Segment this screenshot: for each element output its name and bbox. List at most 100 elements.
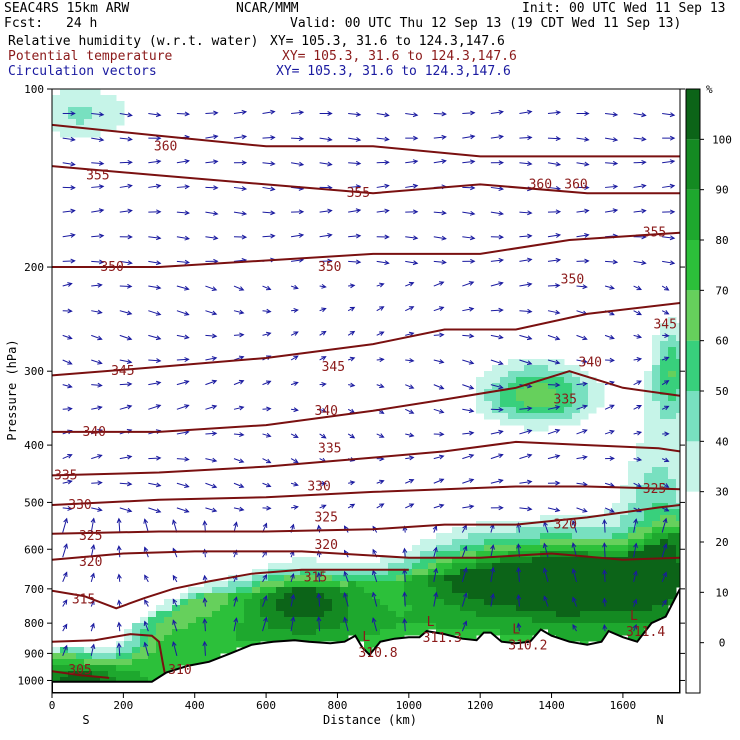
rh-cell <box>580 551 589 558</box>
rh-cell <box>92 113 101 120</box>
rh-cell <box>188 611 197 618</box>
rh-cell <box>140 665 149 672</box>
rh-cell <box>516 527 525 534</box>
rh-cell <box>172 635 181 642</box>
field-theta-name: Potential temperature <box>8 49 173 64</box>
circulation-vector <box>576 383 587 386</box>
rh-cell <box>388 617 397 624</box>
rh-cell <box>668 551 677 558</box>
circulation-vector-head <box>438 281 445 286</box>
x-tick-label: 1400 <box>538 699 565 712</box>
circulation-vector <box>490 524 494 533</box>
rh-cell <box>596 593 605 600</box>
rh-cell <box>76 653 85 660</box>
rh-cell <box>508 383 517 390</box>
circulation-vector-head <box>327 258 333 264</box>
circulation-vector <box>205 112 218 114</box>
rh-cell <box>292 581 301 588</box>
rh-cell <box>652 503 661 510</box>
circulation-vector <box>405 408 414 414</box>
rh-cell <box>308 623 317 630</box>
rh-cell <box>132 641 141 648</box>
rh-cell <box>404 623 413 630</box>
rh-cell <box>212 623 221 630</box>
circulation-vector-head <box>213 134 219 140</box>
rh-cell <box>396 605 405 612</box>
rh-cell <box>60 677 69 684</box>
circulation-vector <box>405 384 414 389</box>
rh-cell <box>252 575 261 582</box>
rh-cell <box>196 617 205 624</box>
circulation-vector <box>347 503 355 509</box>
circulation-vector-head <box>293 458 299 464</box>
circulation-vector-head <box>202 618 208 624</box>
rh-cell <box>500 581 509 588</box>
rh-cell <box>492 551 501 558</box>
circulation-vector-head <box>664 431 670 437</box>
rh-cell <box>540 533 549 540</box>
rh-cell <box>660 479 669 486</box>
rh-cell <box>668 359 677 366</box>
circulation-vector <box>372 618 378 632</box>
rh-cell <box>308 611 317 618</box>
rh-cell <box>164 605 173 612</box>
rh-cell <box>588 389 597 396</box>
rh-cell <box>580 611 589 618</box>
rh-cell <box>636 473 645 480</box>
circulation-vector <box>490 567 494 582</box>
rh-cell <box>620 545 629 552</box>
rh-cell <box>644 515 653 522</box>
rh-cell <box>348 599 357 606</box>
rh-cell <box>108 119 117 126</box>
theta-label: 325 <box>643 482 666 497</box>
circulation-vector <box>90 518 95 533</box>
rh-cell <box>524 629 533 636</box>
rh-cell <box>188 635 197 642</box>
circulation-vector-head <box>213 110 219 116</box>
circulation-vector-head <box>609 429 615 435</box>
rh-cell <box>468 533 477 540</box>
circulation-vector-head <box>409 455 415 461</box>
rh-cell <box>524 623 533 630</box>
rh-cell <box>92 653 101 660</box>
circulation-vector <box>62 137 75 141</box>
circulation-vector <box>662 260 675 264</box>
circulation-vector-head <box>441 235 447 241</box>
rh-cell <box>436 581 445 588</box>
rh-cell <box>372 575 381 582</box>
circulation-vector <box>405 306 414 312</box>
rh-cell <box>340 599 349 606</box>
circulation-vector <box>433 592 437 607</box>
rh-cell <box>628 593 637 600</box>
rh-cell <box>596 533 605 540</box>
rh-cell <box>420 563 429 570</box>
circulation-vector <box>91 384 102 387</box>
rh-cell <box>588 401 597 408</box>
rh-cell <box>404 563 413 570</box>
rh-cell <box>140 629 149 636</box>
circulation-vector <box>318 617 321 632</box>
rh-cell <box>452 587 461 594</box>
rh-cell <box>316 629 325 636</box>
rh-cell <box>572 401 581 408</box>
rh-cell <box>492 569 501 576</box>
circulation-vector-head <box>97 335 103 341</box>
circulation-vector-head <box>265 285 272 291</box>
circulation-vector <box>372 592 378 607</box>
circulation-vector-head <box>293 331 299 336</box>
plot-area: 305 3103153153203203203253253253303303353… <box>52 89 680 693</box>
circulation-vector <box>262 285 271 290</box>
circulation-vector-head <box>584 136 590 142</box>
rh-cell <box>356 599 365 606</box>
rh-cell <box>620 515 629 522</box>
rh-cell <box>540 419 549 426</box>
rh-cell <box>236 599 245 606</box>
rh-cell <box>76 677 85 684</box>
theta-labels: 305 3103153153203203203253253253303303353… <box>54 139 677 678</box>
rh-cell <box>324 605 333 612</box>
y-axis-label: Pressure (hPa) <box>5 339 19 440</box>
circulation-vector <box>633 334 642 338</box>
circulation-vector-head <box>298 110 305 116</box>
rh-cell <box>436 599 445 606</box>
circulation-vector <box>291 137 304 140</box>
